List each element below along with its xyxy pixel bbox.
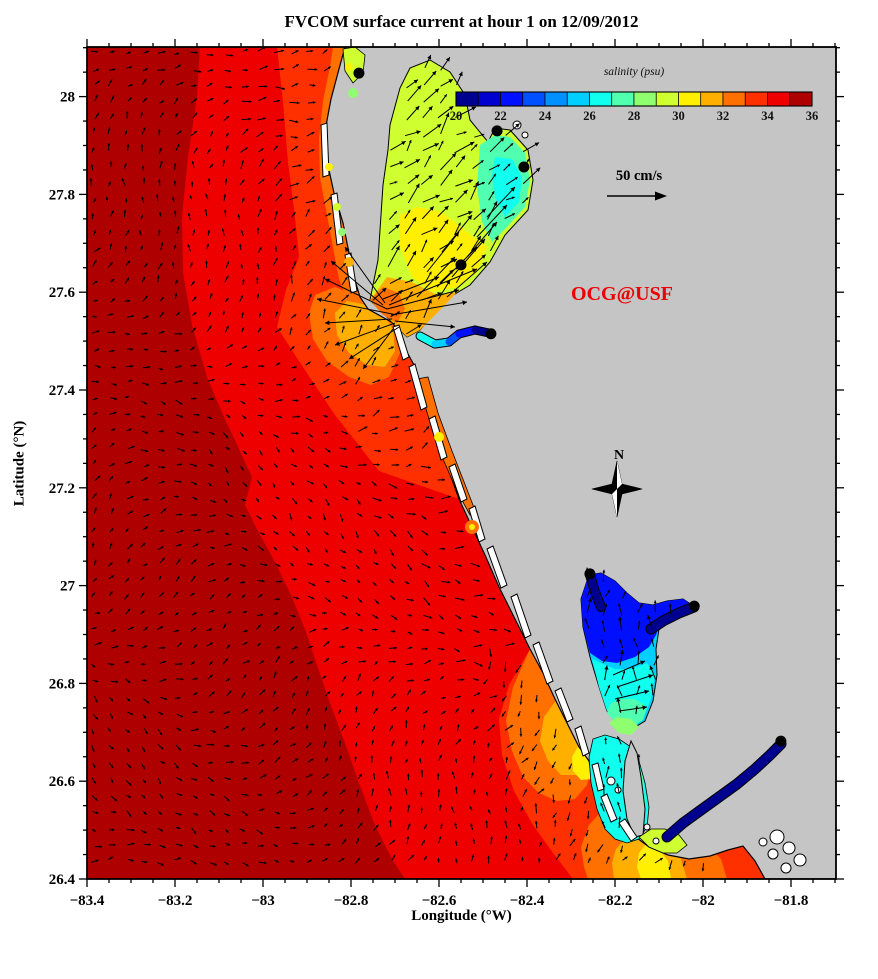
colorbar-segment [589, 91, 613, 107]
colorbar-tick-label: 36 [806, 109, 819, 123]
station-marker [485, 328, 497, 340]
salinity-spot [333, 203, 341, 211]
colorbar-tick-label: 20 [450, 109, 463, 123]
islet [767, 848, 779, 860]
y-tick-label: 27.6 [49, 285, 76, 301]
colorbar-tick-label: 30 [672, 109, 685, 123]
x-tick-label: −82.8 [334, 893, 369, 909]
y-tick-label: 26.6 [49, 774, 76, 790]
x-tick-label: −83 [251, 893, 275, 909]
station-marker [353, 67, 365, 79]
x-tick-label: −82.4 [510, 893, 545, 909]
islet [782, 841, 796, 855]
colorbar-segment [522, 91, 546, 107]
colorbar-tick-label: 26 [583, 109, 596, 123]
salinity-spot [469, 524, 475, 530]
y-tick-label: 27 [60, 579, 76, 595]
colorbar-segment [767, 91, 791, 107]
y-tick-label: 28 [60, 90, 75, 106]
colorbar-segment [700, 91, 724, 107]
salinity-spot [434, 432, 444, 442]
islet [793, 853, 807, 867]
y-tick-label: 26.4 [49, 872, 76, 888]
islet [652, 837, 660, 845]
salinity-spot [344, 257, 354, 267]
colorbar-segment [477, 91, 501, 107]
colorbar-segment [678, 91, 702, 107]
y-axis-label: Latitude (°N) [11, 420, 28, 507]
map-plot-area: 20 22 24 26 28 30 32 34 36 salinity (psu) 50 cm/s N… [87, 46, 837, 880]
colorbar-tick-label: 32 [717, 109, 730, 123]
station-marker [775, 735, 787, 747]
scale-arrow-label: 50 cm/s [616, 168, 663, 184]
colorbar-tick-label: 22 [494, 109, 507, 123]
islet [643, 823, 651, 831]
station-marker [455, 259, 467, 271]
salinity-current-map: 20 22 24 26 28 30 32 34 36 salinity (psu) 50 cm/s N… [87, 46, 837, 880]
x-tick-label: −82 [691, 893, 715, 909]
islet [606, 776, 616, 786]
islet [758, 837, 768, 847]
islet [521, 131, 529, 139]
colorbar-segment [455, 91, 479, 107]
y-tick-label: 27.2 [49, 481, 75, 497]
plot-title: FVCOM surface current at hour 1 on 12/09… [284, 12, 639, 31]
colorbar-segment [789, 91, 813, 107]
y-tick-label: 26.8 [49, 676, 75, 692]
colorbar-segment [544, 91, 568, 107]
colorbar-title: salinity (psu) [604, 66, 665, 78]
colorbar-tick-label: 28 [628, 109, 641, 123]
x-tick-label: −83.2 [158, 893, 193, 909]
salinity-fill-layer [87, 46, 837, 880]
colorbar-segment [744, 91, 768, 107]
watermark: OCG@USF [571, 283, 673, 305]
y-tick-label: 27.4 [49, 383, 76, 399]
x-tick-label: −81.8 [774, 893, 809, 909]
x-tick-label: −82.2 [598, 893, 633, 909]
colorbar-tick-label: 24 [539, 109, 552, 123]
compass-north-label: N [614, 448, 624, 463]
salinity-spot [325, 163, 333, 171]
colorbar-segment [722, 91, 746, 107]
salinity-spot [348, 88, 358, 98]
salinity-spot [345, 63, 353, 71]
station-marker [491, 125, 503, 137]
colorbar-segment [633, 91, 657, 107]
x-axis-label: Longitude (°W) [411, 908, 512, 924]
colorbar-segment [611, 91, 635, 107]
colorbar-tick-label: 34 [761, 109, 774, 123]
colorbar-segment [655, 91, 679, 107]
y-tick-label: 27.8 [49, 187, 75, 203]
x-tick-label: −82.6 [422, 893, 457, 909]
colorbar-segment [500, 91, 524, 107]
islet [769, 829, 785, 845]
salinity-spot [338, 228, 346, 236]
station-marker [688, 600, 700, 612]
colorbar-segment [566, 91, 590, 107]
x-tick-label: −83.4 [70, 893, 105, 909]
islet [780, 862, 792, 874]
